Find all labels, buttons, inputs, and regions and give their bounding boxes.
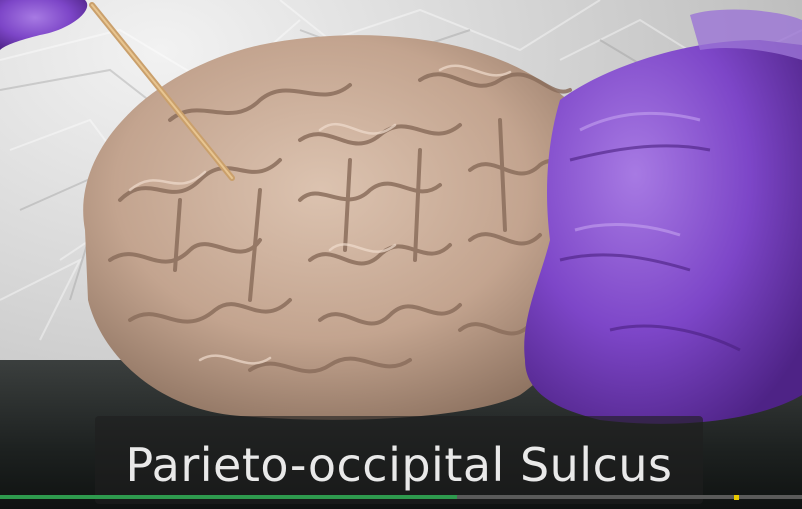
caption-background (95, 416, 703, 504)
caption-text: Parieto-occipital Sulcus (125, 438, 673, 492)
wooden-probe (89, 2, 235, 181)
brain-specimen (83, 35, 613, 420)
glove-fingertip-top (0, 0, 88, 50)
video-progress-bar[interactable] (0, 495, 802, 499)
chapter-marker[interactable] (733, 495, 739, 500)
purple-gloved-hand (524, 9, 802, 424)
video-progress-fill (0, 495, 458, 499)
